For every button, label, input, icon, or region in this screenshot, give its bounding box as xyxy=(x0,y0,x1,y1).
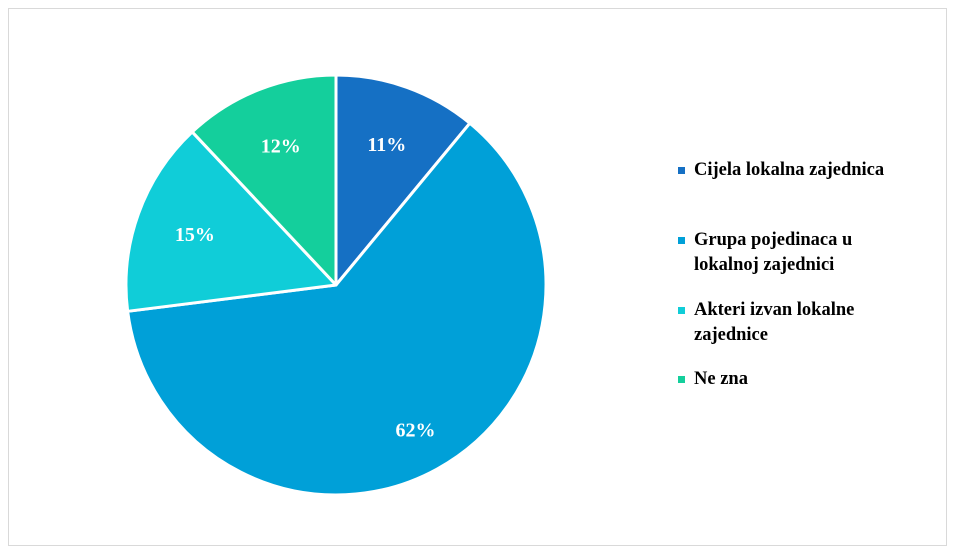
legend-item-grupa-pojedinaca: Grupa pojedinaca u lokalnoj zajednici xyxy=(678,228,852,278)
data-label-3: 12% xyxy=(261,136,301,158)
legend-item-cijela-lokalna-zajednica: Cijela lokalna zajednica xyxy=(678,158,884,183)
data-label-1: 62% xyxy=(395,420,435,442)
legend-swatch xyxy=(678,167,685,174)
legend-label-line2: lokalnoj zajednici xyxy=(694,255,835,275)
pie-slice-3 xyxy=(190,73,338,287)
legend-label: Cijela lokalna zajednica xyxy=(694,160,885,180)
data-label-2: 15% xyxy=(175,224,215,246)
legend-label: Grupa pojedinaca u xyxy=(694,230,853,250)
data-label-0: 11% xyxy=(367,134,406,156)
legend-item-ne-zna: Ne zna xyxy=(678,367,748,392)
legend-swatch xyxy=(678,376,685,383)
legend-label-line2: zajednice xyxy=(694,325,768,345)
pie-slice-0 xyxy=(334,73,472,287)
legend-label: Ne zna xyxy=(694,369,748,389)
pie-slice-1 xyxy=(126,121,548,497)
legend-swatch xyxy=(678,237,685,244)
legend-swatch xyxy=(678,307,685,314)
legend-label: Akteri izvan lokalne xyxy=(694,300,855,320)
legend-item-akteri-izvan: Akteri izvan lokalne zajednice xyxy=(678,298,854,348)
pie-slice-2 xyxy=(124,130,338,313)
